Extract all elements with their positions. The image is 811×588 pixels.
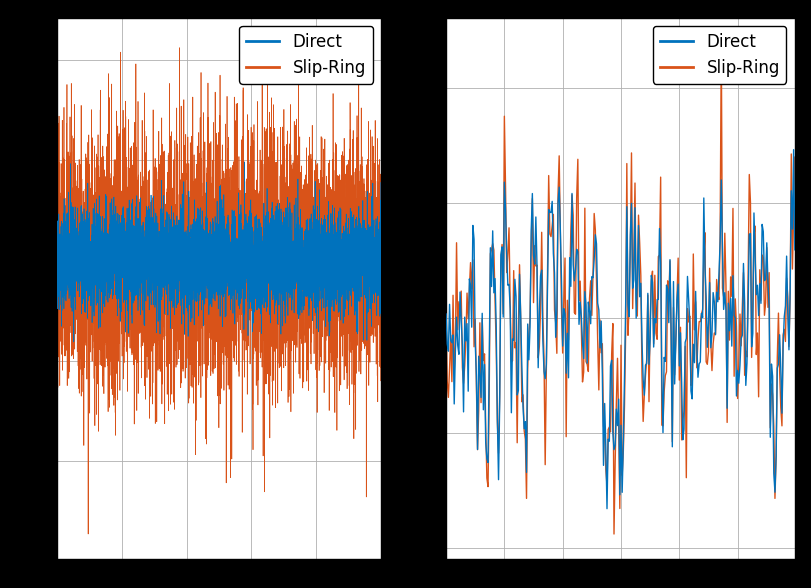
Slip-Ring [176,176,186,183]
Direct [649,343,659,350]
Slip-Ring [760,312,770,319]
Line: Direct: Direct [446,150,795,509]
Direct [176,201,186,208]
Direct [789,146,799,153]
Direct [736,335,746,342]
Slip-Ring [84,530,93,537]
Direct [52,245,62,252]
Direct [263,230,272,238]
Direct [376,278,386,285]
Slip-Ring [737,303,747,310]
Slip-Ring [650,272,659,279]
Direct [790,246,800,253]
Line: Slip-Ring: Slip-Ring [57,42,381,534]
Direct [602,505,611,512]
Direct [111,203,121,210]
Slip-Ring [376,218,386,225]
Slip-Ring [442,377,452,385]
Direct [441,310,451,318]
Direct [442,340,452,348]
Direct [319,218,328,225]
Slip-Ring [656,173,666,181]
Slip-Ring [294,265,304,272]
Direct [240,158,250,165]
Slip-Ring [649,340,659,348]
Legend: Direct, Slip-Ring: Direct, Slip-Ring [653,26,787,83]
Slip-Ring [52,282,62,289]
Slip-Ring [790,153,800,161]
Slip-Ring [354,39,363,46]
Legend: Direct, Slip-Ring: Direct, Slip-Ring [239,26,373,83]
Direct [650,315,659,322]
Slip-Ring [716,39,726,46]
Direct [656,259,666,266]
Direct [294,308,304,315]
Slip-Ring [247,132,256,139]
Slip-Ring [441,313,451,320]
Line: Slip-Ring: Slip-Ring [446,42,795,534]
Slip-Ring [111,311,121,318]
Slip-Ring [263,370,272,377]
Direct [69,338,79,345]
Line: Direct: Direct [57,162,381,342]
Direct [758,228,768,235]
Direct [247,305,256,312]
Slip-Ring [319,225,328,232]
Slip-Ring [609,530,619,537]
